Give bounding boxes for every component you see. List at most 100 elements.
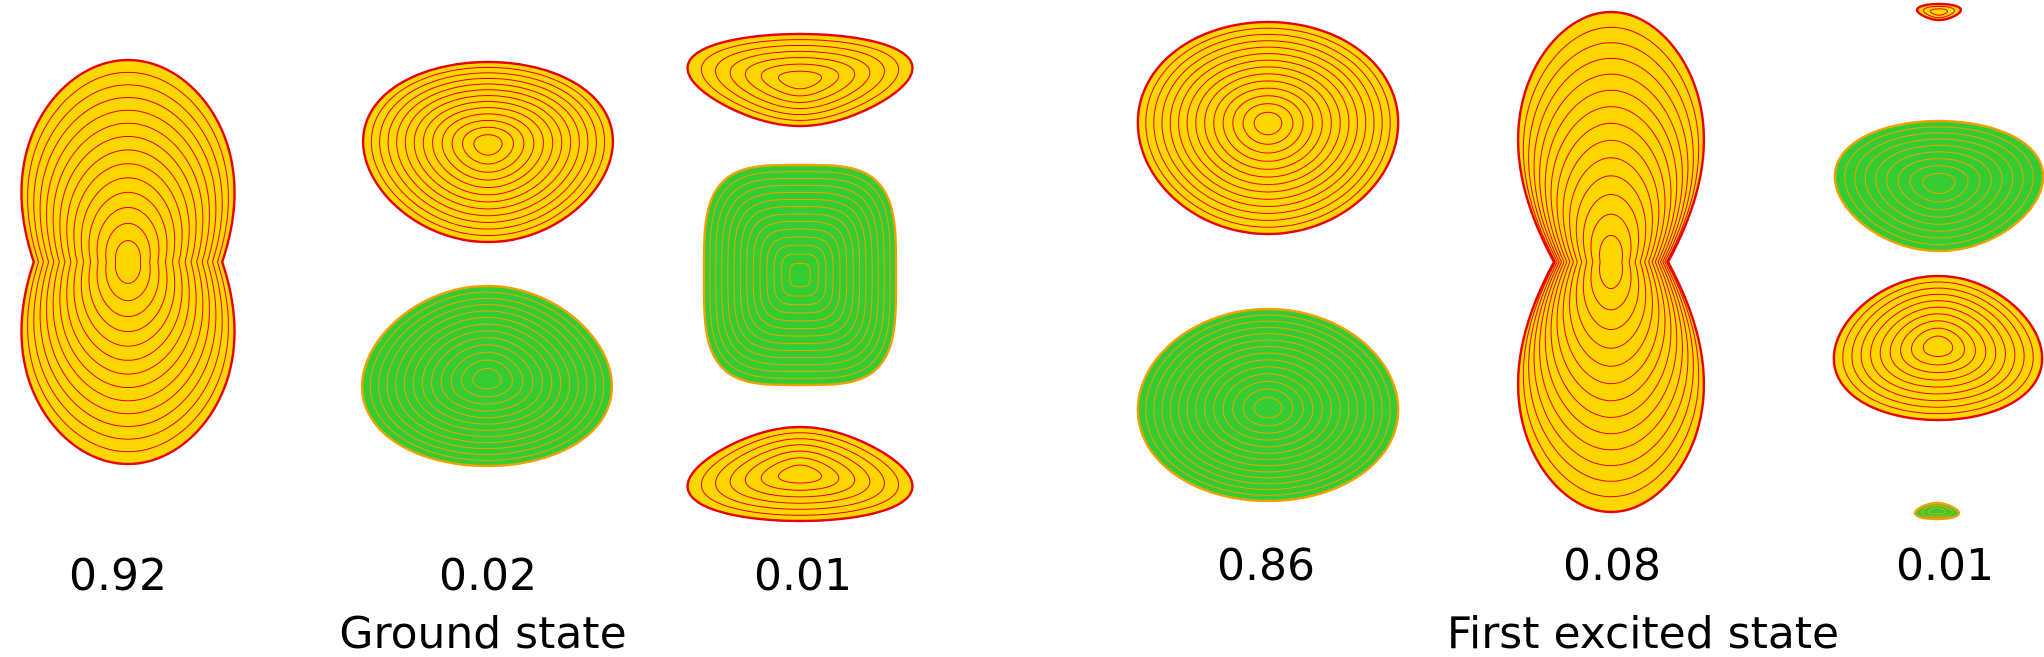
contour-line <box>403 316 571 438</box>
contour-line <box>1195 352 1341 461</box>
lobe-outline <box>361 60 615 244</box>
contour-line <box>1195 66 1341 186</box>
contour-line <box>1169 46 1367 207</box>
contour-line <box>73 163 183 361</box>
contour-line <box>1569 157 1653 367</box>
positive-lobe <box>361 60 615 244</box>
contour-line <box>1844 126 2034 246</box>
contour-line <box>1922 335 1954 357</box>
contour-line <box>1854 132 2024 239</box>
contour-line <box>462 126 514 165</box>
lobe-outline <box>702 163 898 387</box>
contour-line <box>1253 111 1283 136</box>
contour-line <box>773 244 827 306</box>
contour-line <box>1851 287 2025 408</box>
contour-line <box>1921 504 1953 518</box>
contour-line <box>387 77 589 223</box>
contour-line <box>1153 33 1383 221</box>
contour-line <box>746 213 854 337</box>
lobe-outline <box>360 284 614 468</box>
lobe-outline <box>1832 274 2044 422</box>
negative-lobe <box>1833 119 2044 253</box>
contour-line <box>105 222 151 302</box>
contour-line <box>1539 73 1683 451</box>
contour-line <box>1522 26 1700 498</box>
contour-line <box>781 253 819 297</box>
contour-line <box>1879 306 1997 388</box>
positive-lobe <box>1915 2 1963 22</box>
contour-line <box>1550 106 1672 418</box>
contour-line <box>700 39 900 121</box>
contour-line <box>766 236 834 314</box>
orbital-ground-1: 0.92 <box>20 58 236 601</box>
weight-label: 0.86 <box>1217 540 1315 591</box>
contour-line <box>777 464 823 484</box>
orbital-ground-2: 0.02 <box>360 60 615 601</box>
contour-line <box>39 96 217 428</box>
negative-lobe <box>360 284 614 468</box>
contour-line <box>1161 40 1375 214</box>
contour-line <box>52 122 204 402</box>
contour-line <box>715 44 885 116</box>
contour-line <box>46 109 210 415</box>
weight-label: 0.92 <box>69 550 167 601</box>
orbital-ground-3: 0.01 <box>686 32 914 601</box>
contour-line <box>1889 313 1987 381</box>
contour-line <box>473 134 503 156</box>
ground-state-panel: 0.92 0.02 0.01 Ground state <box>20 32 914 657</box>
contour-line <box>1909 165 1969 203</box>
contour-line <box>1232 380 1304 434</box>
contour-line <box>709 171 891 379</box>
contour-line <box>760 63 840 97</box>
positive-lobe <box>686 32 914 128</box>
contour-line <box>1161 326 1375 485</box>
contour-line <box>440 344 534 412</box>
excited-state-panel: 0.86 0.08 0.01 First excited state <box>1136 2 2044 657</box>
weight-label: 0.02 <box>439 550 537 601</box>
contour-line <box>1929 8 1949 16</box>
contour-line <box>422 100 554 196</box>
lobe-outline <box>20 58 236 466</box>
contour-line <box>759 228 841 322</box>
contour-line <box>1923 5 1955 19</box>
weight-label: 0.08 <box>1563 540 1661 591</box>
contour-line <box>472 367 502 390</box>
contour-line <box>413 95 563 203</box>
contour-line <box>27 71 229 453</box>
contour-line <box>777 70 823 90</box>
contour-line <box>700 432 900 516</box>
contour-line <box>1533 57 1689 467</box>
contour-line <box>1544 89 1678 435</box>
state-label: Ground state <box>339 608 626 657</box>
contour-line <box>1242 103 1294 145</box>
negative-lobe <box>1136 307 1400 503</box>
lobe-outline <box>686 425 914 523</box>
contour-line <box>752 220 848 330</box>
lobe-outline <box>686 32 914 128</box>
contour-line <box>789 262 811 288</box>
lobe-outline <box>1915 2 1963 22</box>
contour-line <box>1253 396 1283 419</box>
negative-lobe <box>702 163 898 387</box>
contour-line <box>404 89 572 210</box>
contour-line <box>721 184 879 366</box>
contour-line <box>1860 293 2016 402</box>
orbital-excited-2: 0.08 <box>1516 10 1706 591</box>
contour-line <box>1922 172 1956 195</box>
positive-lobe <box>1516 10 1706 514</box>
contour-line <box>386 304 588 450</box>
contour-line <box>431 337 543 419</box>
contour-line <box>1900 320 1976 374</box>
contour-line <box>1842 281 2034 415</box>
contour-line <box>1213 366 1323 448</box>
negative-lobe <box>1913 501 1961 521</box>
contour-line <box>114 240 142 284</box>
contour-line <box>370 66 606 237</box>
contour-line <box>450 351 524 405</box>
contour-line <box>733 198 867 352</box>
contour-line <box>1169 333 1367 479</box>
contour-line <box>1204 73 1332 178</box>
weight-label: 0.01 <box>1896 540 1994 591</box>
contour-line <box>1145 27 1391 228</box>
